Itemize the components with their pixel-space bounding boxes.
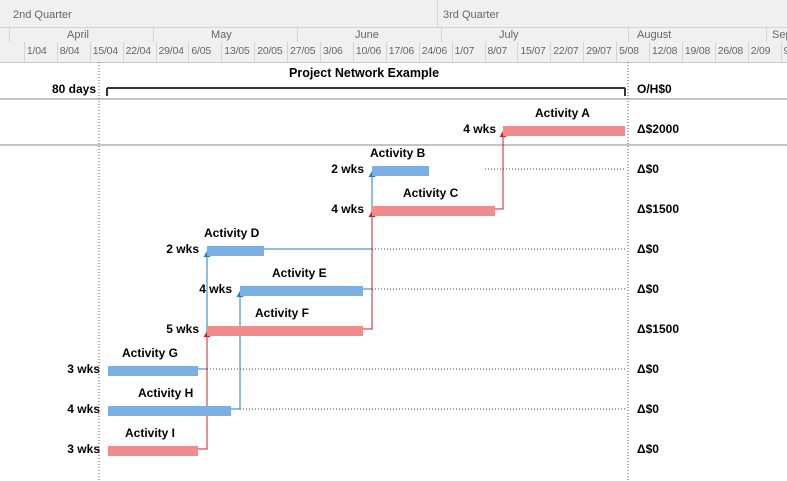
week-label: 29/07	[586, 45, 612, 57]
task-bar[interactable]	[207, 246, 264, 256]
task-name: Activity I	[125, 426, 176, 440]
task-right-label: Δ$0	[637, 362, 659, 376]
month-label: July	[499, 29, 519, 41]
week-label: 24/06	[421, 45, 447, 57]
task-right-label: Δ$1500	[637, 202, 679, 216]
task-name: Activity C	[403, 186, 459, 200]
week-label: 12/08	[652, 45, 678, 57]
task-name: Activity H	[138, 386, 194, 400]
task-bar-critical[interactable]	[372, 206, 495, 216]
month-label: Sep	[772, 29, 787, 41]
task-name: Activity G	[122, 346, 179, 360]
week-label: 8/07	[487, 45, 508, 57]
task-name: Activity D	[204, 226, 260, 240]
task-name: Activity E	[272, 266, 327, 280]
timescale-month-row: April May June July August Sep	[0, 28, 787, 42]
week-label: 9/0	[783, 45, 787, 57]
task-name: Activity A	[535, 106, 590, 120]
week-label: 10/06	[355, 45, 382, 57]
quarter-label: 3rd Quarter	[443, 9, 500, 21]
task-right-label: Δ$1500	[637, 322, 679, 336]
task-bar[interactable]	[108, 406, 231, 416]
task-right-label: Δ$2000	[637, 122, 679, 136]
summary-bar[interactable]	[106, 87, 626, 96]
task-bar[interactable]	[240, 286, 363, 296]
week-label: 26/08	[717, 45, 744, 57]
week-label: 2/09	[750, 45, 771, 57]
timescale-week-row: 31/048/0415/0422/0429/046/0513/0520/0527…	[0, 42, 787, 63]
critical-links	[198, 133, 504, 450]
summary-overhead: O/H$0	[637, 82, 672, 96]
task-duration: 2 wks	[331, 162, 364, 176]
task-right-label: Δ$0	[637, 442, 659, 456]
month-label: May	[211, 29, 232, 41]
task-right-label: Δ$0	[637, 282, 659, 296]
task-duration: 5 wks	[166, 322, 199, 336]
month-label: April	[67, 29, 90, 41]
week-label: 8/04	[59, 45, 80, 57]
task-bar[interactable]	[108, 366, 198, 376]
week-label: 19/08	[684, 45, 711, 57]
week-label: 1/04	[26, 45, 47, 57]
task-duration: 4 wks	[199, 282, 232, 296]
week-label: 22/07	[553, 45, 579, 57]
week-label: 22/04	[125, 45, 151, 57]
week-label: 6/05	[191, 45, 212, 57]
task-right-label: Δ$0	[637, 242, 659, 256]
week-label: 5/08	[619, 45, 639, 57]
month-label: June	[355, 29, 379, 41]
quarter-divider	[437, 0, 438, 27]
timescale-quarter-row: 2nd Quarter 3rd Quarter	[0, 0, 787, 28]
week-label: 1/07	[454, 45, 475, 57]
task-duration: 3 wks	[67, 362, 100, 376]
task-duration: 4 wks	[463, 122, 496, 136]
task-bar-critical[interactable]	[503, 126, 625, 136]
week-label: 20/05	[257, 45, 283, 57]
quarter-label: 2nd Quarter	[13, 9, 72, 21]
task-duration: 4 wks	[67, 402, 100, 416]
week-label: 29/04	[158, 45, 184, 57]
week-label: 27/05	[290, 45, 316, 57]
week-label: 17/06	[388, 45, 415, 57]
week-label: 3/06	[323, 45, 343, 57]
task-name: Activity B	[370, 146, 426, 160]
month-label: August	[637, 29, 672, 41]
week-label: 13/05	[224, 45, 250, 57]
task-bar-critical[interactable]	[108, 446, 198, 456]
task-duration: 2 wks	[166, 242, 199, 256]
task-bar[interactable]	[372, 166, 429, 176]
summary-title: Project Network Example	[289, 66, 440, 80]
gantt-chart-area: Project Network Example 80 days O/H$0 Ac…	[0, 62, 787, 481]
task-duration: 3 wks	[67, 442, 100, 456]
task-right-label: Δ$0	[637, 402, 659, 416]
week-label: 15/07	[520, 45, 546, 57]
task-right-label: Δ$0	[637, 162, 659, 176]
task-bar-critical[interactable]	[207, 326, 363, 336]
summary-duration: 80 days	[51, 82, 96, 96]
task-name: Activity F	[255, 306, 310, 320]
task-duration: 4 wks	[331, 202, 364, 216]
week-label: 15/04	[92, 45, 118, 57]
